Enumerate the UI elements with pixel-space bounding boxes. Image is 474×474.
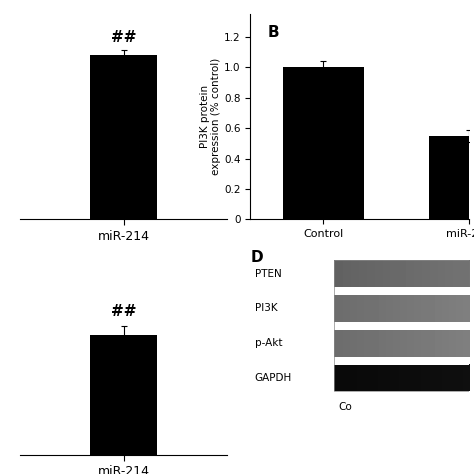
Text: ##: ## — [111, 30, 137, 46]
Text: PI3K: PI3K — [255, 303, 277, 313]
Text: PTEN: PTEN — [255, 269, 282, 279]
Bar — [334, 356, 469, 365]
Bar — [90, 55, 157, 219]
Bar — [334, 322, 469, 330]
Text: Co: Co — [338, 402, 352, 412]
Bar — [90, 335, 157, 455]
Text: p-Akt: p-Akt — [255, 338, 283, 348]
Bar — [334, 287, 469, 295]
Text: B: B — [268, 25, 280, 40]
Bar — [283, 67, 364, 219]
Text: D: D — [250, 250, 263, 265]
Text: GAPDH: GAPDH — [255, 373, 292, 383]
Y-axis label: PI3K protein
expression (% control): PI3K protein expression (% control) — [200, 58, 221, 175]
Bar — [334, 260, 469, 392]
Text: ##: ## — [111, 304, 137, 319]
Bar — [429, 136, 474, 219]
